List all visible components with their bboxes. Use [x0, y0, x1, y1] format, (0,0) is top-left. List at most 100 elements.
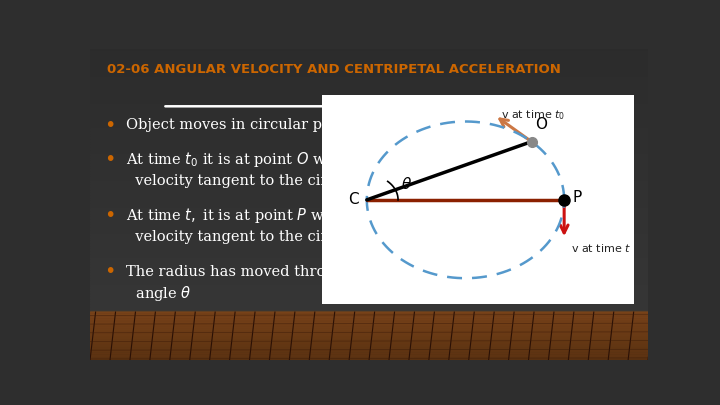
Bar — [90, 283, 648, 286]
Bar — [90, 327, 648, 329]
Bar — [90, 128, 648, 131]
Bar — [90, 208, 648, 211]
Bar — [90, 280, 648, 283]
Bar — [90, 62, 648, 64]
Bar — [90, 324, 648, 326]
Bar — [90, 322, 648, 324]
Bar — [90, 270, 648, 272]
Bar — [90, 227, 648, 230]
Bar — [90, 347, 648, 349]
Bar — [90, 332, 648, 334]
Bar — [90, 126, 648, 128]
Bar — [90, 190, 648, 192]
Bar — [90, 70, 648, 72]
Bar — [90, 46, 648, 49]
Bar — [90, 277, 648, 280]
Bar — [90, 330, 648, 332]
Bar — [90, 329, 648, 330]
Bar — [90, 166, 648, 168]
Bar — [90, 54, 648, 57]
Bar — [90, 168, 648, 171]
Bar — [90, 72, 648, 75]
Text: 02-06 ANGULAR VELOCITY AND CENTRIPETAL ACCELERATION: 02-06 ANGULAR VELOCITY AND CENTRIPETAL A… — [107, 63, 561, 76]
Bar — [90, 345, 648, 347]
Bar — [90, 232, 648, 235]
Bar — [90, 312, 648, 360]
Text: •: • — [104, 150, 115, 169]
Bar — [90, 307, 648, 309]
Bar — [90, 214, 648, 216]
Bar — [90, 344, 648, 345]
Bar — [90, 139, 648, 142]
Bar — [90, 75, 648, 78]
Bar — [90, 89, 648, 91]
Bar — [90, 115, 648, 118]
Bar — [90, 219, 648, 222]
Bar — [90, 142, 648, 145]
Bar — [90, 195, 648, 198]
Bar — [90, 155, 648, 158]
Bar — [90, 317, 648, 319]
Bar — [90, 275, 648, 277]
Bar — [90, 256, 648, 259]
Bar — [90, 235, 648, 238]
Bar — [90, 248, 648, 251]
Bar — [90, 240, 648, 243]
Bar — [90, 294, 648, 296]
Bar — [90, 288, 648, 291]
Bar — [90, 243, 648, 245]
Bar — [90, 349, 648, 350]
Bar — [90, 339, 648, 341]
Bar — [90, 160, 648, 163]
Bar — [90, 251, 648, 254]
Bar — [90, 315, 648, 317]
Bar — [90, 99, 648, 102]
Bar — [90, 182, 648, 184]
Bar — [90, 121, 648, 123]
Bar — [90, 83, 648, 86]
Bar — [90, 171, 648, 174]
Bar — [90, 51, 648, 54]
Bar — [90, 211, 648, 213]
Bar — [90, 301, 648, 304]
Text: The radius has moved through: The radius has moved through — [126, 264, 354, 279]
Bar — [90, 136, 648, 139]
Bar — [90, 113, 648, 115]
Bar — [90, 230, 648, 232]
Text: •: • — [104, 206, 115, 225]
Bar — [90, 198, 648, 200]
Bar — [90, 86, 648, 89]
Bar — [90, 245, 648, 248]
Text: At time $t,$ it is at point $P$ with a: At time $t,$ it is at point $P$ with a — [126, 206, 358, 225]
Bar — [90, 238, 648, 240]
Bar — [90, 49, 648, 51]
Bar — [90, 158, 648, 160]
Bar — [90, 309, 648, 312]
Text: •: • — [104, 115, 115, 134]
Bar — [90, 262, 648, 264]
Bar — [90, 174, 648, 176]
Bar — [90, 206, 648, 208]
Bar — [90, 342, 648, 344]
Bar — [90, 296, 648, 299]
Bar — [90, 254, 648, 256]
Text: Object moves in circular path: Object moves in circular path — [126, 118, 346, 132]
Bar — [90, 102, 648, 104]
Bar — [90, 163, 648, 166]
Bar — [90, 352, 648, 354]
Bar — [90, 123, 648, 126]
Bar — [90, 286, 648, 288]
Bar — [90, 152, 648, 155]
Bar — [90, 145, 648, 147]
Bar — [90, 341, 648, 342]
Text: velocity tangent to the circle: velocity tangent to the circle — [126, 174, 349, 188]
Bar — [90, 312, 648, 314]
Bar — [90, 203, 648, 206]
Bar — [90, 272, 648, 275]
Bar — [90, 224, 648, 227]
Bar — [90, 118, 648, 120]
Bar — [90, 335, 648, 337]
Bar — [90, 59, 648, 62]
Bar — [90, 184, 648, 187]
Bar — [90, 131, 648, 134]
